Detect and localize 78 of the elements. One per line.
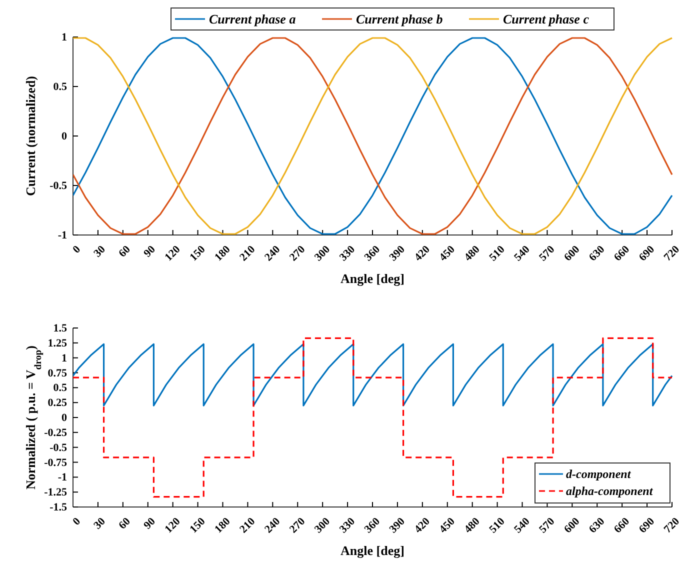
x-tick-label: 540 <box>512 515 533 536</box>
x-tick-label: 630 <box>586 243 608 264</box>
x-tick-label: 690 <box>636 243 658 264</box>
x-tick-label: 180 <box>212 243 234 264</box>
y-tick-label: -1 <box>58 472 67 484</box>
legend-label: Current phase a <box>209 12 296 26</box>
x-tick-label: 480 <box>462 243 483 264</box>
y-tick-label: 1.5 <box>53 322 68 335</box>
x-tick-label: 330 <box>337 243 358 264</box>
x-tick-label: 120 <box>162 515 184 536</box>
x-tick-label: 300 <box>312 515 333 536</box>
x-tick-label: 420 <box>412 243 433 264</box>
y-tick-label: -0.25 <box>44 426 68 439</box>
x-tick-label: 210 <box>238 515 258 536</box>
legend-label: Current phase b <box>356 12 444 26</box>
x-tick-label: 360 <box>362 515 383 536</box>
y-tick-label: -0.5 <box>50 180 68 192</box>
line-series <box>73 37 673 235</box>
x-tick-label: 90 <box>142 243 158 260</box>
x-tick-label: 360 <box>362 243 383 264</box>
y-tick-label: 0 <box>62 130 68 143</box>
x-tick-label: 60 <box>116 515 134 532</box>
x-tick-label: 30 <box>92 243 108 260</box>
y-tick-label: 1 <box>62 352 67 364</box>
x-tick-label: 300 <box>312 243 333 264</box>
y-tick-label: 0.5 <box>53 382 68 394</box>
y-tick-label: -1.25 <box>44 486 68 499</box>
y-tick-label: -1 <box>58 230 67 242</box>
x-tick-label: 630 <box>586 515 608 536</box>
x-tick-label: 450 <box>437 243 458 264</box>
x-tick-label: 420 <box>412 515 433 536</box>
x-tick-label: 390 <box>387 243 408 264</box>
y-tick-label: 1 <box>62 32 67 44</box>
x-tick-label: 720 <box>662 515 682 536</box>
legend-label: d-component <box>566 467 632 481</box>
y-tick-label: -0.75 <box>44 456 68 469</box>
legend-label: Current phase c <box>503 12 590 26</box>
y-tick-label: 0.75 <box>48 367 68 380</box>
x-tick-label: 570 <box>537 515 558 536</box>
x-tick-label: 450 <box>437 515 458 536</box>
x-tick-label: 0 <box>70 515 84 528</box>
y-tick-label: 1.25 <box>48 337 68 350</box>
x-tick-label: 240 <box>262 515 283 536</box>
y-tick-label: -1.5 <box>50 502 68 514</box>
x-tick-label: 660 <box>612 515 632 536</box>
x-tick-label: 570 <box>537 243 558 264</box>
x-tick-label: 120 <box>162 243 184 264</box>
x-tick-label: 180 <box>212 515 234 536</box>
x-tick-label: 30 <box>92 515 108 532</box>
legend-label: alpha-component <box>566 484 654 498</box>
x-tick-label: 510 <box>487 243 508 264</box>
x-tick-label: 330 <box>337 515 358 536</box>
x-tick-label: 60 <box>116 243 134 260</box>
x-tick-label: 0 <box>70 243 84 256</box>
line-series <box>73 343 673 406</box>
x-tick-label: 600 <box>562 243 582 264</box>
x-tick-label: 270 <box>287 515 308 536</box>
y-axis-title: Current (normalized) <box>23 76 38 196</box>
y-tick-label: 0 <box>62 412 68 424</box>
x-tick-label: 690 <box>636 515 658 536</box>
x-axis-title: Angle [deg] <box>340 271 404 286</box>
x-tick-label: 390 <box>387 515 408 536</box>
x-tick-label: 480 <box>462 515 483 536</box>
x-tick-label: 510 <box>487 515 508 536</box>
x-tick-label: 150 <box>188 243 208 264</box>
x-axis-title: Angle [deg] <box>340 543 404 558</box>
x-tick-label: 720 <box>662 243 682 264</box>
x-tick-label: 600 <box>562 515 582 536</box>
y-tick-label: 0.25 <box>48 397 68 410</box>
x-tick-label: 270 <box>287 243 308 264</box>
x-tick-label: 150 <box>188 515 208 536</box>
x-tick-label: 660 <box>612 243 632 264</box>
y-tick-label: -0.5 <box>50 442 68 454</box>
y-tick-label: 0.5 <box>53 81 68 94</box>
x-tick-label: 90 <box>142 515 158 532</box>
x-tick-label: 240 <box>262 243 283 264</box>
x-tick-label: 540 <box>512 243 533 264</box>
x-tick-label: 210 <box>238 243 258 264</box>
